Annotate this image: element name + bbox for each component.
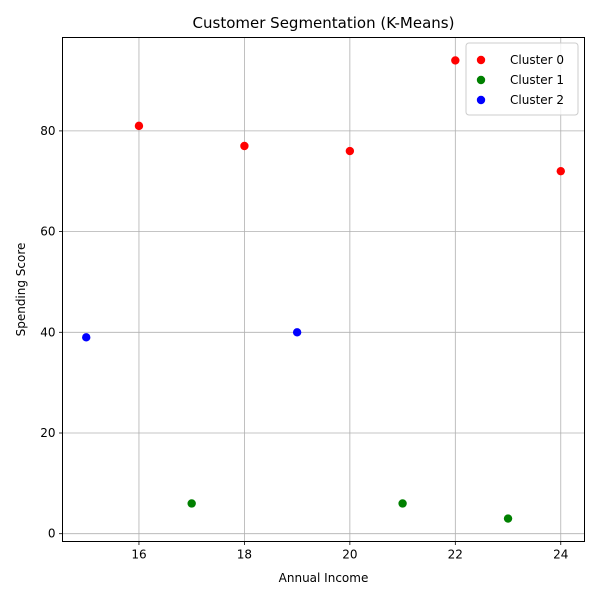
y-tick-label: 60 [40, 225, 55, 239]
data-points [82, 56, 565, 523]
data-point-cluster-1 [503, 514, 513, 523]
y-tick-label: 0 [48, 527, 56, 541]
x-axis-label: Annual Income [279, 571, 369, 585]
legend-marker-cluster-0 [476, 55, 486, 65]
grid [62, 37, 585, 542]
data-point-cluster-1 [187, 499, 196, 508]
data-point-cluster-1 [398, 499, 407, 508]
legend-label-cluster-1: Cluster 1 [510, 73, 564, 87]
data-point-cluster-2 [82, 333, 91, 342]
data-point-cluster-0 [451, 56, 460, 65]
y-tick-label: 80 [40, 124, 55, 138]
data-point-cluster-0 [345, 146, 355, 156]
y-tick-label: 40 [40, 325, 55, 339]
legend-marker-cluster-1 [476, 75, 486, 85]
plot-frame [62, 37, 585, 542]
y-axis-label: Spending Score [14, 243, 28, 337]
x-tick-label: 22 [448, 548, 463, 562]
x-tick-label: 18 [237, 548, 252, 562]
data-point-cluster-0 [134, 121, 144, 131]
data-point-cluster-0 [556, 166, 565, 176]
y-tick-label: 20 [40, 426, 55, 440]
chart-title: Customer Segmentation (K-Means) [193, 14, 455, 32]
legend-marker-cluster-2 [476, 95, 486, 105]
legend-label-cluster-2: Cluster 2 [510, 93, 564, 107]
legend-frame [465, 42, 579, 116]
legend: Cluster 0 Cluster 1 Cluster 2 [465, 42, 579, 116]
data-point-cluster-2 [292, 328, 302, 337]
legend-label-cluster-0: Cluster 0 [510, 53, 564, 67]
data-point-cluster-0 [240, 141, 249, 151]
x-tick-label: 20 [342, 548, 357, 562]
x-tick-label: 16 [131, 548, 146, 562]
axis-ticks: 16 18 20 22 24 0 20 40 60 80 [40, 124, 568, 562]
x-tick-label: 24 [553, 548, 568, 562]
